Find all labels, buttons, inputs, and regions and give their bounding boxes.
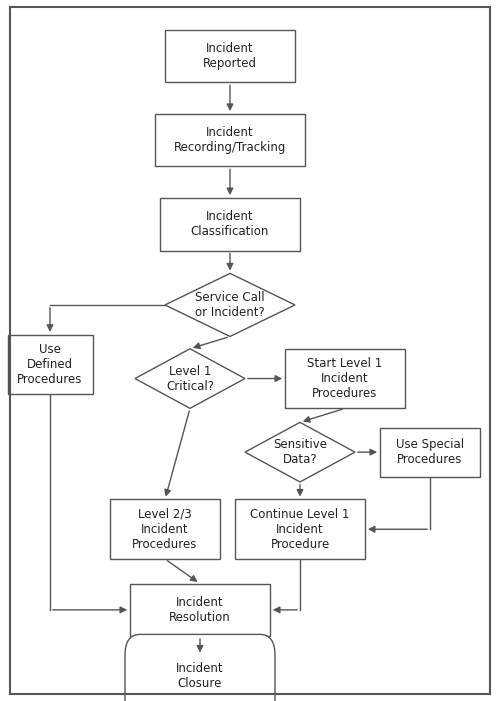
Text: Use
Defined
Procedures: Use Defined Procedures [18,343,82,386]
Text: Incident
Classification: Incident Classification [191,210,269,238]
Text: Sensitive
Data?: Sensitive Data? [273,438,327,466]
FancyBboxPatch shape [380,428,480,477]
Text: Service Call
or Incident?: Service Call or Incident? [195,291,265,319]
Text: Start Level 1
Incident
Procedures: Start Level 1 Incident Procedures [308,357,382,400]
Text: Incident
Closure: Incident Closure [176,662,224,690]
Text: Incident
Resolution: Incident Resolution [169,596,231,624]
Text: Incident
Recording/Tracking: Incident Recording/Tracking [174,126,286,154]
FancyBboxPatch shape [155,114,305,166]
Text: Level 1
Critical?: Level 1 Critical? [166,365,214,393]
Polygon shape [245,422,355,482]
FancyBboxPatch shape [125,634,275,701]
Text: Level 2/3
Incident
Procedures: Level 2/3 Incident Procedures [132,508,198,551]
Polygon shape [135,348,245,408]
FancyBboxPatch shape [160,198,300,250]
Text: Incident
Reported: Incident Reported [203,42,257,70]
Text: Continue Level 1
Incident
Procedure: Continue Level 1 Incident Procedure [250,508,350,551]
FancyBboxPatch shape [285,348,405,408]
FancyBboxPatch shape [165,29,295,82]
Text: Use Special
Procedures: Use Special Procedures [396,438,464,466]
FancyBboxPatch shape [110,499,220,559]
FancyBboxPatch shape [235,499,365,559]
FancyBboxPatch shape [8,335,92,394]
FancyBboxPatch shape [130,583,270,637]
Polygon shape [165,273,295,336]
